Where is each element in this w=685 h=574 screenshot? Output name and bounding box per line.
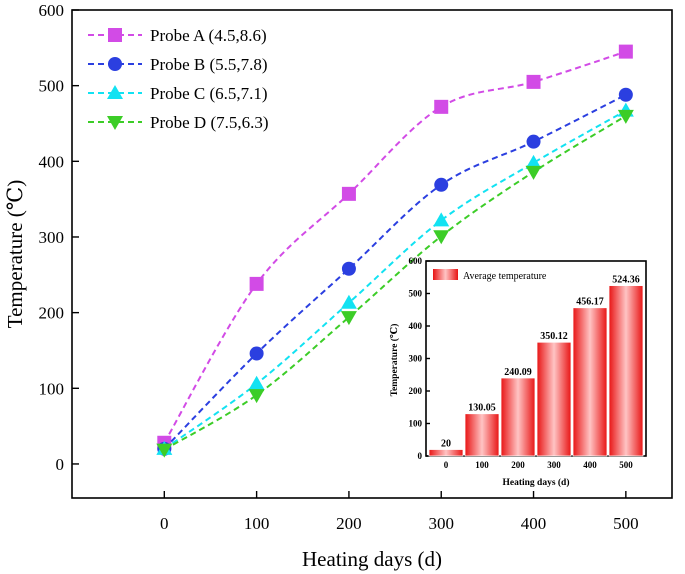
inset-y-tick-label: 600	[409, 256, 423, 266]
y-tick-label: 100	[39, 379, 65, 398]
inset-y-tick-label: 400	[409, 321, 423, 331]
inset-x-tick-label: 500	[619, 460, 633, 470]
legend-probe-c-label: Probe C (6.5,7.1)	[150, 84, 268, 103]
probe-d-point	[340, 311, 357, 326]
inset-value-label-0: 20	[441, 439, 451, 450]
y-tick-label: 200	[39, 304, 65, 323]
inset-bar-0	[428, 449, 464, 457]
inset-bars-group: 20 130.05 240.09 350.12 456.17 524.36	[428, 275, 644, 457]
inset-bar-200	[500, 377, 536, 457]
probe-c-point	[525, 154, 542, 169]
y-tick-label: 300	[39, 228, 65, 247]
probe-c-point	[340, 294, 357, 309]
inset-bar-300	[536, 341, 572, 457]
y-tick-label: 0	[56, 455, 65, 474]
legend-probe-b-marker	[108, 57, 122, 71]
probe-a-point	[249, 276, 264, 291]
legend-probe-b-label: Probe B (5.5,7.8)	[150, 55, 268, 74]
probe-b-point	[249, 346, 264, 361]
main-legend: Probe A (4.5,8.6) Probe B (5.5,7.8) Probe …	[88, 26, 269, 132]
probe-d-line	[163, 115, 627, 451]
main-x-axis-title: Heating days (d)	[302, 547, 442, 571]
inset-x-tick-label: 200	[511, 460, 525, 470]
probe-c-point	[248, 375, 265, 390]
probe-d-point	[433, 230, 450, 245]
x-tick-label: 0	[160, 514, 169, 533]
legend-probe-a-marker	[108, 28, 122, 42]
x-tick-label: 100	[244, 514, 270, 533]
probe-c-point	[433, 212, 450, 227]
probe-b-point	[618, 87, 633, 102]
probe-d-point	[248, 389, 265, 404]
inset-legend-swatch	[433, 269, 458, 280]
y-tick-label: 500	[39, 77, 65, 96]
inset-value-label-300: 350.12	[540, 331, 568, 342]
main-plot-frame	[71, 9, 673, 499]
main-y-axis-title: Temperature (℃)	[3, 180, 27, 329]
inset-x-tick-label: 400	[583, 460, 597, 470]
inset-bar-chart: 0 100 200 300 400 500 600 0 100 200 300 400 500 20 13…	[389, 256, 647, 488]
legend-probe-d-label: Probe D (7.5,6.3)	[150, 113, 269, 132]
x-tick-label: 500	[613, 514, 639, 533]
probe-a-point	[526, 74, 541, 89]
inset-bar-100	[464, 413, 500, 457]
probe-a-point	[341, 186, 356, 201]
series-probe-d	[156, 109, 634, 458]
inset-x-tick-label: 100	[475, 460, 489, 470]
inset-y-tick-label: 500	[409, 289, 423, 299]
x-tick-label: 300	[428, 514, 454, 533]
inset-value-label-100: 130.05	[468, 403, 496, 414]
probe-d-point	[525, 165, 542, 180]
series-probe-a	[157, 44, 633, 450]
legend-probe-a-label: Probe A (4.5,8.6)	[150, 26, 267, 45]
y-tick-label: 600	[39, 1, 65, 20]
inset-y-tick-label: 200	[409, 386, 423, 396]
inset-legend-label: Average temperature	[463, 271, 547, 282]
inset-legend: Average temperature	[433, 269, 547, 282]
y-tick-label: 400	[39, 152, 65, 171]
legend-probe-c-marker	[107, 85, 123, 99]
inset-x-axis-title: Heating days (d)	[502, 477, 569, 488]
inset-axis-ticks: 0 100 200 300 400 500 600 0 100 200 300 400 500	[409, 256, 634, 470]
inset-bar-400	[572, 307, 608, 457]
probe-b-point	[526, 134, 541, 149]
main-series-group	[156, 44, 634, 458]
inset-y-tick-label: 300	[409, 354, 423, 364]
inset-value-label-200: 240.09	[504, 367, 532, 378]
probe-d-point	[617, 109, 634, 124]
inset-x-tick-label: 0	[444, 460, 449, 470]
probe-d-point	[156, 443, 173, 458]
inset-y-tick-label: 0	[418, 451, 423, 461]
legend-probe-d-marker	[107, 116, 123, 130]
probe-a-point	[618, 44, 633, 59]
inset-value-label-500: 524.36	[612, 275, 640, 286]
x-tick-label: 200	[336, 514, 362, 533]
inset-value-label-400: 456.17	[576, 297, 604, 308]
inset-y-tick-label: 100	[409, 419, 423, 429]
probe-a-point	[434, 99, 449, 114]
probe-b-point	[341, 261, 356, 276]
probe-b-point	[434, 177, 449, 192]
inset-y-axis-title: Temperature (℃)	[389, 324, 400, 397]
inset-bar-500	[608, 285, 644, 457]
inset-x-tick-label: 300	[547, 460, 561, 470]
x-tick-label: 400	[521, 514, 547, 533]
probe-a-line	[163, 50, 627, 444]
